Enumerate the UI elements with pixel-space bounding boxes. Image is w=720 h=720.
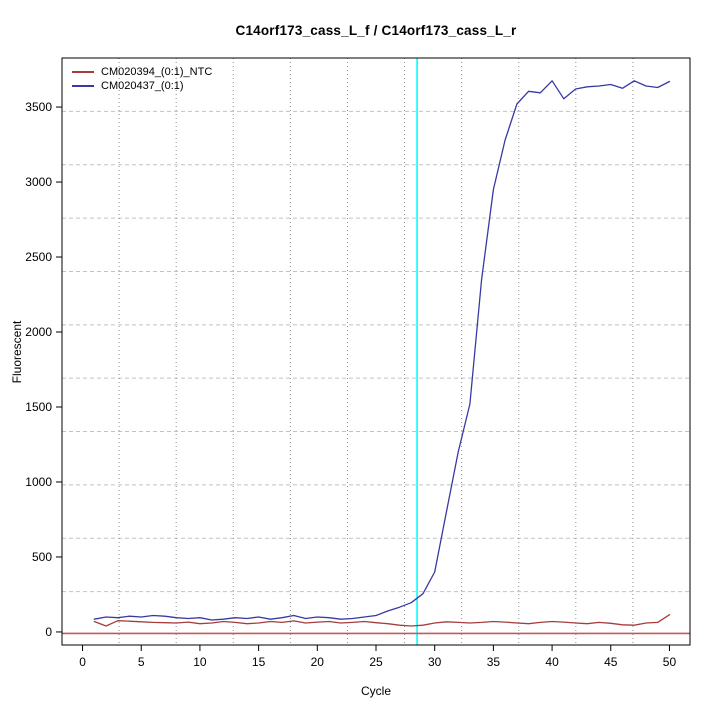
series-line-sample (93, 80, 671, 621)
x-tick-label: 5 (138, 655, 145, 669)
legend: CM020394_(0:1)_NTC CM020437_(0:1) (72, 65, 212, 93)
x-tick-label: 35 (487, 655, 501, 669)
series-line-ntc (93, 614, 671, 627)
legend-label-sample: CM020437_(0:1) (101, 80, 184, 92)
legend-label-ntc: CM020394_(0:1)_NTC (101, 66, 213, 78)
x-tick-label: 20 (311, 655, 325, 669)
y-tick-label: 3500 (25, 100, 52, 114)
x-tick-label: 45 (604, 655, 618, 669)
y-tick-label: 500 (32, 550, 52, 564)
x-tick-label: 25 (369, 655, 383, 669)
y-tick-label: 1000 (25, 475, 52, 489)
y-tick-label: 1500 (25, 400, 52, 414)
x-tick-label: 40 (545, 655, 559, 669)
plot-border (61, 57, 691, 646)
chart-title: C14orf173_cass_L_f / C14orf173_cass_L_r (235, 23, 517, 38)
x-tick-label: 50 (663, 655, 677, 669)
x-tick-label: 15 (252, 655, 266, 669)
legend-item-sample: CM020437_(0:1) (72, 79, 212, 93)
x-tick-label: 30 (428, 655, 442, 669)
x-axis-label: Cycle (360, 684, 391, 698)
legend-line-swatch-ntc (72, 71, 94, 73)
y-tick-label: 2000 (25, 325, 52, 339)
legend-line-swatch-sample (72, 85, 94, 87)
x-tick-label: 0 (79, 655, 86, 669)
legend-item-ntc: CM020394_(0:1)_NTC (72, 65, 212, 79)
y-tick-label: 2500 (25, 250, 52, 264)
y-tick-label: 3000 (25, 175, 52, 189)
x-tick-label: 10 (193, 655, 207, 669)
y-axis-label: Fluorescent (10, 320, 24, 384)
y-tick-label: 0 (45, 625, 52, 639)
